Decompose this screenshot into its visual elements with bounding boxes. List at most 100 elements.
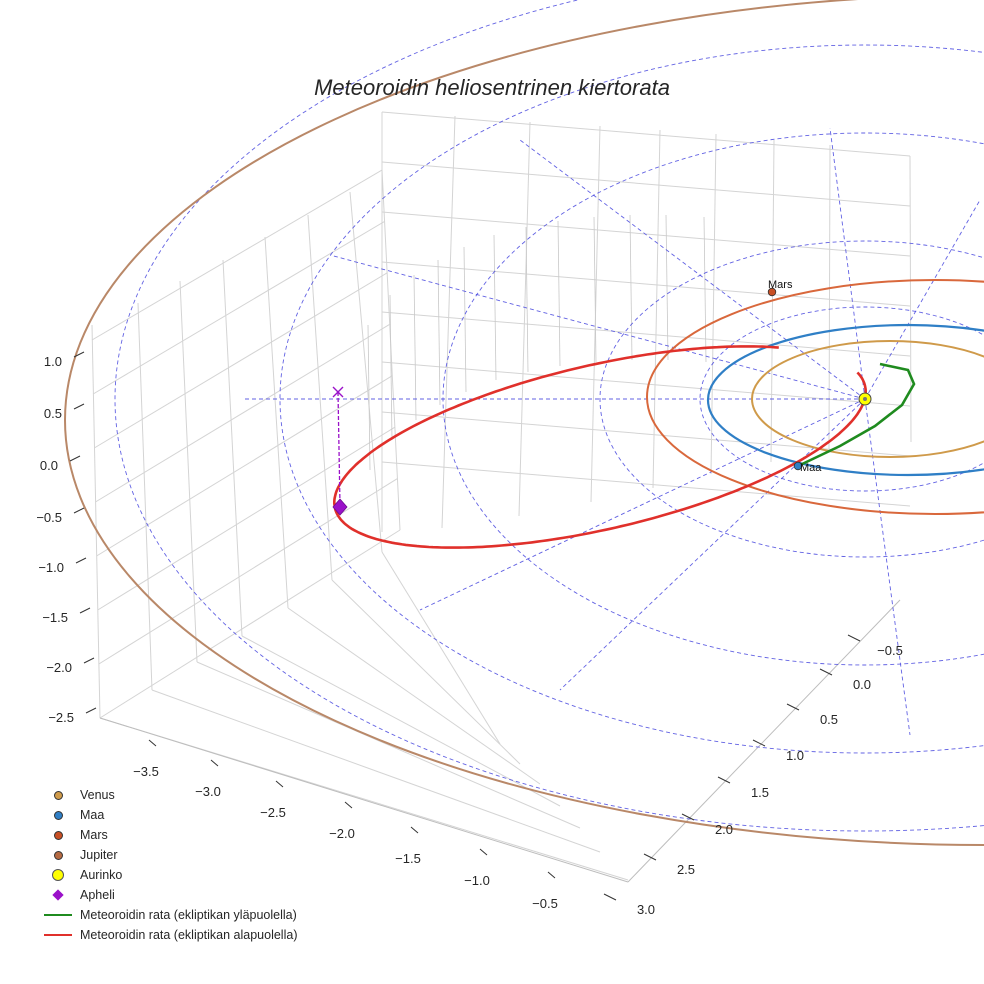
grid-line bbox=[381, 461, 911, 507]
z-tick-mark bbox=[75, 557, 87, 564]
legend-symbol bbox=[53, 790, 63, 800]
legend-marker bbox=[38, 790, 78, 800]
drop-line bbox=[463, 246, 467, 393]
x-tick-label: −3.0 bbox=[195, 784, 221, 799]
legend-symbol bbox=[52, 869, 64, 881]
legend-symbol bbox=[52, 889, 64, 901]
axis-line bbox=[99, 717, 629, 883]
z-tick-label: −1.5 bbox=[42, 610, 68, 625]
x-tick-mark bbox=[210, 759, 219, 767]
grid-line bbox=[99, 529, 401, 719]
ecliptic-ring bbox=[442, 132, 984, 666]
y-tick-label: −0.5 bbox=[877, 643, 903, 658]
y-tick-label: 2.0 bbox=[715, 822, 733, 837]
legend-marker bbox=[38, 850, 78, 860]
grid-line bbox=[241, 635, 561, 807]
legend-label: Apheli bbox=[80, 888, 115, 902]
ecliptic-spoke bbox=[829, 127, 866, 400]
planet-label-earth: Maa bbox=[800, 462, 822, 474]
y-tick-mark bbox=[643, 853, 657, 861]
drop-line bbox=[593, 216, 597, 363]
orbit-meteoroid-below bbox=[333, 345, 867, 549]
grid-line bbox=[196, 661, 581, 829]
x-tick-label: −0.5 bbox=[532, 896, 558, 911]
axis-line bbox=[627, 599, 901, 883]
x-tick-label: −3.5 bbox=[133, 764, 159, 779]
z-tick-label: 0.0 bbox=[40, 458, 58, 473]
drop-line bbox=[367, 324, 371, 471]
legend-label: Jupiter bbox=[80, 848, 118, 862]
grid-line bbox=[97, 426, 396, 611]
legend-label: Mars bbox=[80, 828, 108, 842]
legend-item: Mars bbox=[38, 825, 297, 845]
grid-line bbox=[287, 607, 541, 785]
drop-line bbox=[389, 294, 393, 441]
grid-line bbox=[652, 129, 661, 489]
legend-marker bbox=[38, 889, 78, 901]
drop-line bbox=[525, 226, 529, 373]
heliocentric-grid bbox=[114, 0, 984, 832]
axis-grid bbox=[91, 111, 912, 883]
z-tick-mark bbox=[79, 607, 91, 614]
x-tick-mark bbox=[275, 780, 284, 788]
legend-symbol bbox=[44, 914, 72, 916]
x-tick-label: −1.0 bbox=[464, 873, 490, 888]
grid-line bbox=[91, 324, 101, 719]
legend-label: Maa bbox=[80, 808, 105, 822]
grid-line bbox=[828, 144, 831, 450]
ecliptic-spoke bbox=[419, 398, 866, 611]
ecliptic-ring bbox=[699, 306, 984, 492]
legend-item: Venus bbox=[38, 785, 297, 805]
legend-symbol bbox=[53, 850, 63, 860]
z-tick-mark bbox=[83, 657, 95, 664]
grid-line bbox=[381, 261, 911, 307]
grid-line bbox=[518, 121, 531, 517]
y-tick-label: 1.0 bbox=[786, 748, 804, 763]
drop-line bbox=[665, 214, 669, 361]
tick-labels: 1.0 0.5 0.0 −0.5 −1.0 −1.5 −2.0 −2.5 −3.5 −3.0 −2.… bbox=[36, 351, 903, 917]
legend-item: Aurinko bbox=[38, 865, 297, 885]
y-tick-label: 3.0 bbox=[637, 902, 655, 917]
sun-center bbox=[863, 397, 867, 401]
y-tick-mark bbox=[681, 813, 695, 821]
orbit-meteoroid-above bbox=[797, 362, 916, 468]
grid-line bbox=[94, 272, 388, 449]
legend-item: Jupiter bbox=[38, 845, 297, 865]
grid-line bbox=[381, 551, 501, 745]
legend-marker bbox=[38, 914, 78, 916]
ecliptic-spoke bbox=[329, 254, 866, 400]
grid-line bbox=[381, 111, 911, 157]
ecliptic-spoke bbox=[559, 398, 866, 691]
z-tick-mark bbox=[69, 455, 81, 462]
y-tick-mark bbox=[752, 739, 766, 747]
grid-line bbox=[137, 302, 153, 691]
orbit-venus bbox=[751, 340, 984, 458]
z-tick-label: −0.5 bbox=[36, 510, 62, 525]
ecliptic-spoke bbox=[864, 199, 981, 400]
x-tick-mark bbox=[479, 848, 488, 856]
legend-symbol bbox=[44, 934, 72, 936]
grid-line bbox=[307, 214, 333, 581]
y-tick-label: 1.5 bbox=[751, 785, 769, 800]
planet-marker-mars bbox=[767, 287, 777, 297]
ecliptic-ring bbox=[599, 240, 984, 558]
grid-line bbox=[381, 311, 911, 357]
markers: Mars Maa bbox=[332, 279, 872, 516]
grid-line bbox=[92, 220, 385, 395]
legend: Venus Maa Mars Jupiter Aurinko Apheli Meteoroi… bbox=[38, 785, 297, 945]
grid-line bbox=[151, 689, 601, 853]
y-tick-mark bbox=[847, 634, 861, 642]
y-tick-label: 0.0 bbox=[853, 677, 871, 692]
grid-line bbox=[441, 115, 456, 529]
x-tick-label: −2.5 bbox=[260, 805, 286, 820]
legend-item: Maa bbox=[38, 805, 297, 825]
planet-label-mars: Mars bbox=[768, 279, 793, 291]
legend-marker bbox=[38, 830, 78, 840]
grid-line bbox=[179, 280, 198, 663]
grid-line bbox=[95, 323, 390, 503]
z-tick-label: −1.0 bbox=[38, 560, 64, 575]
legend-marker bbox=[38, 810, 78, 820]
z-tick-label: −2.0 bbox=[46, 660, 72, 675]
drop-line bbox=[413, 274, 417, 421]
